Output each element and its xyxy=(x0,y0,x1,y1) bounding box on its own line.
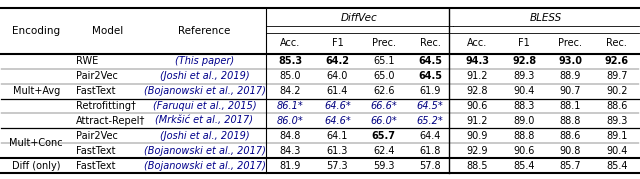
Text: 88.9: 88.9 xyxy=(560,71,581,81)
Text: 88.8: 88.8 xyxy=(513,131,535,141)
Text: (Joshi et al., 2019): (Joshi et al., 2019) xyxy=(159,131,249,141)
Text: (Bojanowski et al., 2017): (Bojanowski et al., 2017) xyxy=(143,146,266,156)
Text: 65.1: 65.1 xyxy=(373,56,394,66)
Text: 89.3: 89.3 xyxy=(606,116,627,126)
Text: (This paper): (This paper) xyxy=(175,56,234,66)
Text: Attract-Repel†: Attract-Repel† xyxy=(76,116,145,126)
Text: 64.0: 64.0 xyxy=(327,71,348,81)
Text: Prec.: Prec. xyxy=(372,38,396,48)
Text: F1: F1 xyxy=(518,38,530,48)
Text: 89.3: 89.3 xyxy=(513,71,535,81)
Text: 61.3: 61.3 xyxy=(327,146,348,156)
Text: 85.0: 85.0 xyxy=(280,71,301,81)
Text: 64.6*: 64.6* xyxy=(324,101,351,111)
Text: 88.5: 88.5 xyxy=(467,161,488,171)
Text: 90.7: 90.7 xyxy=(560,86,581,96)
Text: 64.2: 64.2 xyxy=(325,56,349,66)
Text: 65.0: 65.0 xyxy=(373,71,394,81)
Text: Pair2Vec: Pair2Vec xyxy=(76,71,118,81)
Text: 94.3: 94.3 xyxy=(465,56,489,66)
Text: 84.8: 84.8 xyxy=(280,131,301,141)
Text: FastText: FastText xyxy=(76,86,115,96)
Text: 64.5: 64.5 xyxy=(418,71,442,81)
Text: 64.4: 64.4 xyxy=(419,131,441,141)
Text: Mult+Avg: Mult+Avg xyxy=(13,86,60,96)
Text: 84.3: 84.3 xyxy=(280,146,301,156)
Text: 90.6: 90.6 xyxy=(513,146,535,156)
Text: 85.4: 85.4 xyxy=(606,161,627,171)
Text: BLESS: BLESS xyxy=(530,13,562,23)
Text: Diff (only): Diff (only) xyxy=(12,161,61,171)
Text: Acc.: Acc. xyxy=(280,38,300,48)
Text: 65.2*: 65.2* xyxy=(417,116,444,126)
Text: 91.2: 91.2 xyxy=(467,71,488,81)
Text: 91.2: 91.2 xyxy=(467,116,488,126)
Text: 88.6: 88.6 xyxy=(606,101,627,111)
Text: 93.0: 93.0 xyxy=(559,56,582,66)
Text: 89.0: 89.0 xyxy=(513,116,535,126)
Text: 90.8: 90.8 xyxy=(560,146,581,156)
Text: (Joshi et al., 2019): (Joshi et al., 2019) xyxy=(159,71,249,81)
Text: (Bojanowski et al., 2017): (Bojanowski et al., 2017) xyxy=(143,161,266,171)
Text: 88.6: 88.6 xyxy=(560,131,581,141)
Text: 90.2: 90.2 xyxy=(606,86,627,96)
Text: 61.4: 61.4 xyxy=(327,86,348,96)
Text: Rec.: Rec. xyxy=(606,38,627,48)
Text: 90.4: 90.4 xyxy=(606,146,627,156)
Text: 86.1*: 86.1* xyxy=(277,101,304,111)
Text: FastText: FastText xyxy=(76,161,115,171)
Text: (Bojanowski et al., 2017): (Bojanowski et al., 2017) xyxy=(143,86,266,96)
Text: 88.1: 88.1 xyxy=(560,101,581,111)
Text: Prec.: Prec. xyxy=(559,38,582,48)
Text: FastText: FastText xyxy=(76,146,115,156)
Text: 92.8: 92.8 xyxy=(512,56,536,66)
Text: 88.3: 88.3 xyxy=(513,101,535,111)
Text: 66.6*: 66.6* xyxy=(371,101,397,111)
Text: 64.5*: 64.5* xyxy=(417,101,444,111)
Text: 85.7: 85.7 xyxy=(559,161,581,171)
Text: (Mrkšić et al., 2017): (Mrkšić et al., 2017) xyxy=(156,116,253,126)
Text: 86.0*: 86.0* xyxy=(277,116,304,126)
Text: 66.0*: 66.0* xyxy=(371,116,397,126)
Text: 90.9: 90.9 xyxy=(467,131,488,141)
Text: Retrofitting†: Retrofitting† xyxy=(76,101,136,111)
Text: F1: F1 xyxy=(332,38,343,48)
Text: Acc.: Acc. xyxy=(467,38,487,48)
Text: Model: Model xyxy=(92,26,123,36)
Text: 85.3: 85.3 xyxy=(278,56,302,66)
Text: Mult+Conc: Mult+Conc xyxy=(10,138,63,148)
Text: 92.9: 92.9 xyxy=(467,146,488,156)
Text: DiffVec: DiffVec xyxy=(340,13,378,23)
Text: 92.6: 92.6 xyxy=(605,56,628,66)
Text: (Faruqui et al., 2015): (Faruqui et al., 2015) xyxy=(153,101,256,111)
Text: 61.8: 61.8 xyxy=(419,146,441,156)
Text: RWE: RWE xyxy=(76,56,98,66)
Text: 57.8: 57.8 xyxy=(419,161,441,171)
Text: 59.3: 59.3 xyxy=(373,161,394,171)
Text: 89.1: 89.1 xyxy=(606,131,627,141)
Text: Reference: Reference xyxy=(179,26,230,36)
Text: 65.7: 65.7 xyxy=(372,131,396,141)
Text: 64.5: 64.5 xyxy=(418,56,442,66)
Text: 61.9: 61.9 xyxy=(419,86,441,96)
Text: Pair2Vec: Pair2Vec xyxy=(76,131,118,141)
Text: 81.9: 81.9 xyxy=(280,161,301,171)
Text: 64.1: 64.1 xyxy=(327,131,348,141)
Text: 84.2: 84.2 xyxy=(280,86,301,96)
Text: Encoding: Encoding xyxy=(12,26,60,36)
Text: 85.4: 85.4 xyxy=(513,161,535,171)
Text: 92.8: 92.8 xyxy=(467,86,488,96)
Text: Rec.: Rec. xyxy=(420,38,440,48)
Text: 57.3: 57.3 xyxy=(326,161,348,171)
Text: 88.8: 88.8 xyxy=(560,116,581,126)
Text: 64.6*: 64.6* xyxy=(324,116,351,126)
Text: 62.4: 62.4 xyxy=(373,146,394,156)
Text: 90.4: 90.4 xyxy=(513,86,535,96)
Text: 89.7: 89.7 xyxy=(606,71,627,81)
Text: 90.6: 90.6 xyxy=(467,101,488,111)
Text: 62.6: 62.6 xyxy=(373,86,394,96)
